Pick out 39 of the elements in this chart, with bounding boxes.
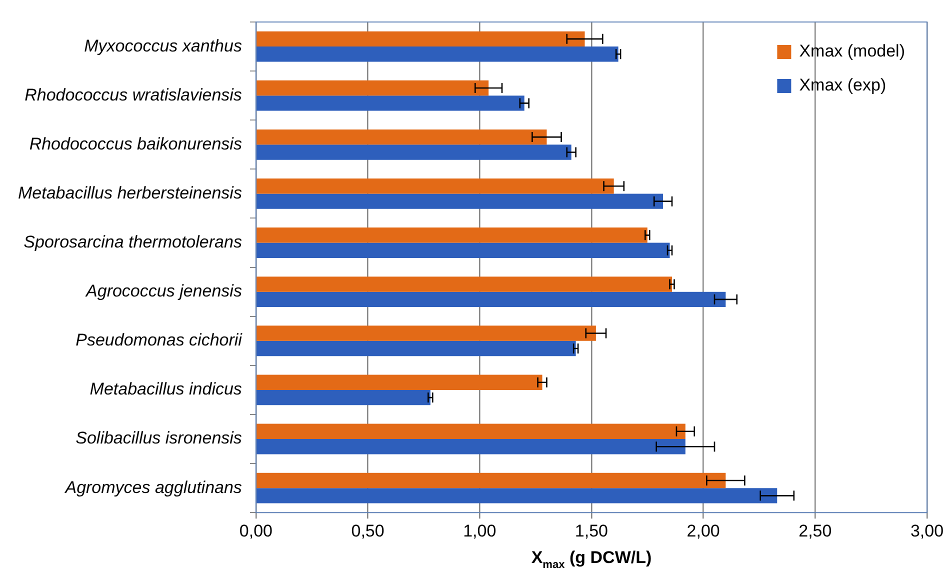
x-tick-label: 2,50 [798,521,832,540]
y-tick-label: Agrococcus jenensis [85,282,242,301]
bar [256,276,672,292]
bar [256,292,726,308]
bar [256,472,726,488]
y-tick-label: Sporosarcina thermotolerans [24,232,242,252]
x-tick-label: 2,00 [686,521,720,540]
bar [256,374,542,390]
bar [256,194,664,209]
bar [256,439,686,454]
bar [256,390,430,406]
legend-label: Xmax (model) [799,42,906,61]
bar [256,326,596,341]
y-tick-label: Solibacillus isronensis [76,428,242,448]
bar [256,424,686,440]
y-tick-label: Rhodococcus baikonurensis [29,134,242,154]
bar [256,178,614,194]
bar [256,340,576,356]
y-tick-label: Metabacillus herbersteinensis [18,183,242,202]
bar [256,96,524,111]
x-tick-label: 0,00 [239,521,272,540]
y-tick-label: Myxococcus xanthus [84,36,242,56]
x-tick-label: 3,00 [910,521,944,540]
bar [256,144,572,160]
legend-label: Xmax (exp) [799,76,886,95]
y-tick-label: Agromyces agglutinans [64,478,242,497]
bar [256,129,547,145]
y-tick-label: Metabacillus indicus [90,380,242,399]
bar [256,80,489,96]
x-tick-label: 1,50 [574,521,608,540]
bar [256,228,648,243]
x-tick-label: 1,00 [463,521,496,540]
bar [256,488,778,504]
x-tick-label: 0,50 [351,521,384,540]
y-tick-label: Rhodococcus wratislaviensis [24,85,242,104]
bar [256,31,585,47]
bar [256,46,618,62]
y-tick-label: Pseudomonas cichorii [76,330,244,350]
bar [256,242,670,258]
